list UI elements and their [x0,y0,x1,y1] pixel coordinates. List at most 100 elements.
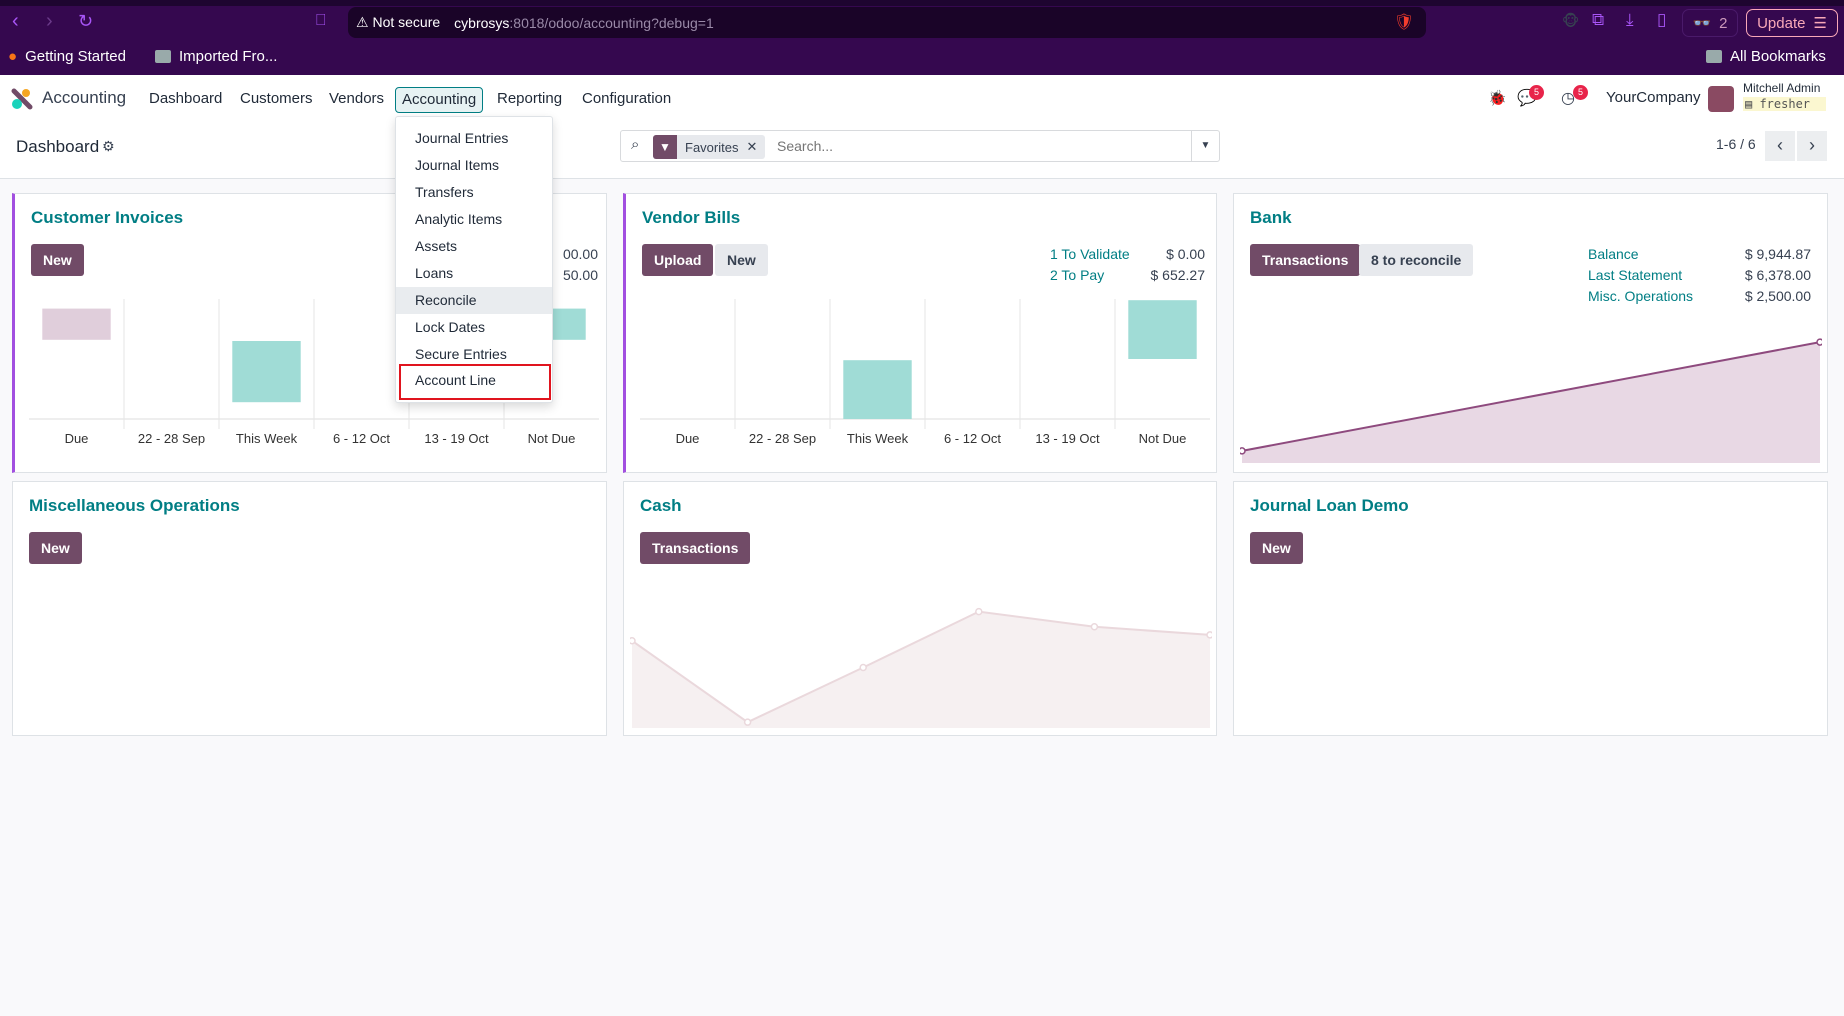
brave-shield-icon[interactable]: 🛡 [1393,14,1414,31]
dropdown-item-lock-dates[interactable]: Lock Dates [415,319,486,335]
search-input[interactable] [777,135,1157,157]
search-icon: ⌕ [631,136,640,153]
forward-icon[interactable]: › [46,10,53,32]
gear-icon[interactable]: ⚙ [102,138,115,154]
update-label: Update [1757,14,1806,32]
update-button[interactable]: Update ☰ [1746,9,1838,37]
card-title[interactable]: Customer Invoices [31,208,184,227]
menu-configuration[interactable]: Configuration [582,90,672,107]
filter-icon: ▼ [653,135,677,159]
data-point [1816,338,1822,346]
app-name[interactable]: Accounting [42,88,127,107]
activity-badge: 5 [1573,85,1588,100]
new-bill-button[interactable]: New [715,244,768,276]
favorites-facet: ▼ Favorites ✕ [653,135,766,159]
stat-label[interactable]: Balance [1588,246,1639,262]
menu-vendors[interactable]: Vendors [329,90,385,107]
stat-last-statement[interactable]: Last Statement $ 6,378.00 [1588,267,1811,285]
all-bookmarks[interactable]: All Bookmarks [1706,48,1826,65]
stat-to-validate[interactable]: 1 To Validate $ 0.00 [1050,246,1205,264]
warning-icon: ⚠ Not secure [356,14,441,30]
card-title[interactable]: Miscellaneous Operations [29,496,240,515]
url-path: :8018/odoo/accounting?debug=1 [509,14,714,31]
tick-label: 22 - 28 Sep [138,431,205,446]
activity-clock-icon[interactable]: ◷ [1561,90,1575,107]
stat-value: $ 9,944.87 [1744,246,1811,262]
user-name: Mitchell Admin [1743,81,1821,95]
pager-next[interactable]: › [1797,131,1827,161]
dropdown-item-reconcile[interactable]: Reconcile [396,287,552,314]
tab-strip [0,0,1844,6]
data-point [859,663,867,672]
card-bank: Bank Transactions 8 to reconcile Balance… [1233,193,1828,473]
download-icon[interactable]: ⤓ [1626,10,1634,29]
company-switcher[interactable]: YourCompany [1606,89,1701,106]
remove-facet-icon[interactable]: ✕ [746,139,758,154]
url-host: cybrosys [454,14,510,31]
vendor-bills-chart[interactable]: Due 22 - 28 Sep This Week 6 - 12 Oct 13 - 19… [626,299,1216,459]
cash-chart[interactable] [630,594,1212,732]
dropdown-item-secure-entries[interactable]: Secure Entries [415,346,507,362]
cash-transactions-button[interactable]: Transactions [640,532,751,564]
extensions-icon[interactable]: ⧉ [1592,10,1605,29]
dropdown-item-assets[interactable]: Assets [415,238,458,254]
upload-button[interactable]: Upload [642,244,714,276]
menu-accounting[interactable]: Accounting [395,87,484,113]
new-loan-button[interactable]: New [1250,532,1303,564]
transactions-button[interactable]: Transactions [1250,244,1361,276]
back-icon[interactable]: ‹ [12,10,19,32]
debug-bug-icon[interactable]: 🐞 [1488,90,1507,107]
bookmark-getting-started[interactable]: ● Getting Started [8,48,126,65]
search-bar[interactable]: ⌕ ▼ Favorites ✕ ▼ [620,130,1220,162]
stat-label[interactable]: 2 To Pay [1050,267,1105,283]
data-point [1240,447,1246,455]
bookmark-icon[interactable]: ⎕ [316,12,326,29]
accounting-dropdown: Journal Entries Journal Items Transfers Ana… [395,116,553,403]
stat-misc-operations[interactable]: Misc. Operations $ 2,500.00 [1588,288,1811,306]
card-title[interactable]: Cash [640,496,682,515]
pager-prev[interactable]: ‹ [1765,131,1795,161]
new-misc-button[interactable]: New [29,532,82,564]
menu-reporting[interactable]: Reporting [497,90,563,107]
sidebar-icon[interactable]: ▯ [1657,10,1667,29]
dropdown-item-transfers[interactable]: Transfers [415,184,474,200]
tick-label: 6 - 12 Oct [944,431,1001,446]
card-cash: Cash Transactions [623,481,1217,736]
dropdown-item-journal-entries[interactable]: Journal Entries [415,130,509,146]
firefox-icon: ● [8,48,18,65]
vpn-button[interactable]: 👓 2 [1682,9,1738,37]
dropdown-item-account-line[interactable]: Account Line [399,364,551,400]
stat-balance[interactable]: Balance $ 9,944.87 [1588,246,1811,264]
dropdown-item-journal-items[interactable]: Journal Items [415,157,500,173]
data-point [1090,623,1099,631]
stat-label[interactable]: 1 To Validate [1050,246,1130,262]
menu-icon: ☰ [1813,15,1827,32]
stat-label[interactable]: Last Statement [1588,267,1683,283]
card-journal-loan-demo: Journal Loan Demo New [1233,481,1828,736]
stat-to-pay[interactable]: 2 To Pay $ 652.27 [1050,267,1205,285]
address-bar[interactable]: ⚠ Not secure cybrosys:8018/odoo/accounti… [348,7,1426,38]
dropdown-item-analytic-items[interactable]: Analytic Items [415,211,503,227]
tick-label: 13 - 19 Oct [1035,431,1100,446]
menu-customers[interactable]: Customers [240,90,313,107]
menu-dashboard[interactable]: Dashboard [149,90,223,107]
card-title[interactable]: Bank [1250,208,1292,227]
breadcrumb: Dashboard [16,137,100,156]
not-secure-label: Not secure [372,14,441,30]
extension-icon[interactable]: 🐵 [1562,13,1580,30]
search-options-toggle[interactable]: ▼ [1191,131,1219,161]
customer-invoices-chart[interactable]: Due 22 - 28 Sep This Week 6 - 12 Oct 13 - 19… [15,299,605,459]
bookmark-imported[interactable]: Imported Fro... [155,48,277,65]
dropdown-item-loans[interactable]: Loans [415,265,454,281]
series-line [631,610,1211,724]
tick-label: This Week [236,431,298,446]
glasses-icon: 👓 [1692,15,1712,32]
stat-label[interactable]: Misc. Operations [1588,288,1694,304]
bank-chart[interactable] [1240,324,1822,467]
reload-icon[interactable]: ↻ [78,11,94,31]
new-invoice-button[interactable]: New [31,244,84,276]
card-title[interactable]: Vendor Bills [642,208,741,227]
avatar[interactable] [1708,86,1734,112]
reconcile-button[interactable]: 8 to reconcile [1359,244,1474,276]
card-title[interactable]: Journal Loan Demo [1250,496,1409,515]
